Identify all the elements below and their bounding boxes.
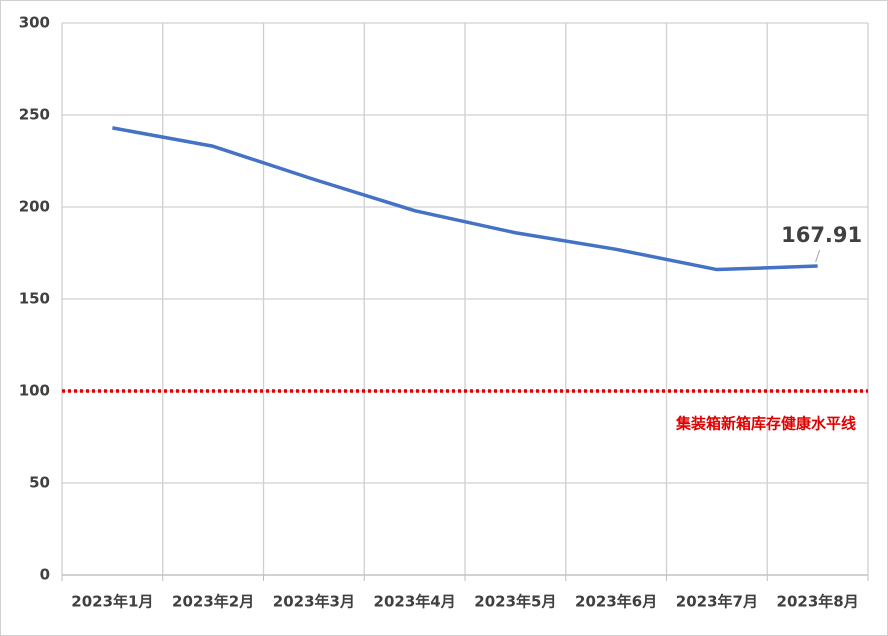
y-tick-label: 200: [19, 198, 50, 216]
y-tick-label: 150: [19, 290, 50, 308]
y-tick-label: 100: [19, 382, 50, 400]
label-leader: [815, 249, 821, 263]
x-tick-label: 2023年3月: [273, 593, 355, 611]
y-tick-label: 250: [19, 106, 50, 124]
x-tick-label: 2023年1月: [71, 593, 153, 611]
data-label: 167.91: [781, 223, 862, 247]
x-tick-label: 2023年8月: [777, 593, 859, 611]
x-tick-label: 2023年4月: [374, 593, 456, 611]
x-tick-label: 2023年2月: [172, 593, 254, 611]
reference-label: 集装箱新箱库存健康水平线: [675, 415, 856, 433]
y-tick-label: 300: [19, 14, 50, 32]
line: [112, 126, 818, 272]
y-tick-label: 0: [40, 566, 50, 584]
x-tick-label: 2023年5月: [474, 593, 556, 611]
x-tick-label: 2023年6月: [575, 593, 657, 611]
x-tick-label: 2023年7月: [676, 593, 758, 611]
y-tick-label: 50: [29, 474, 50, 492]
